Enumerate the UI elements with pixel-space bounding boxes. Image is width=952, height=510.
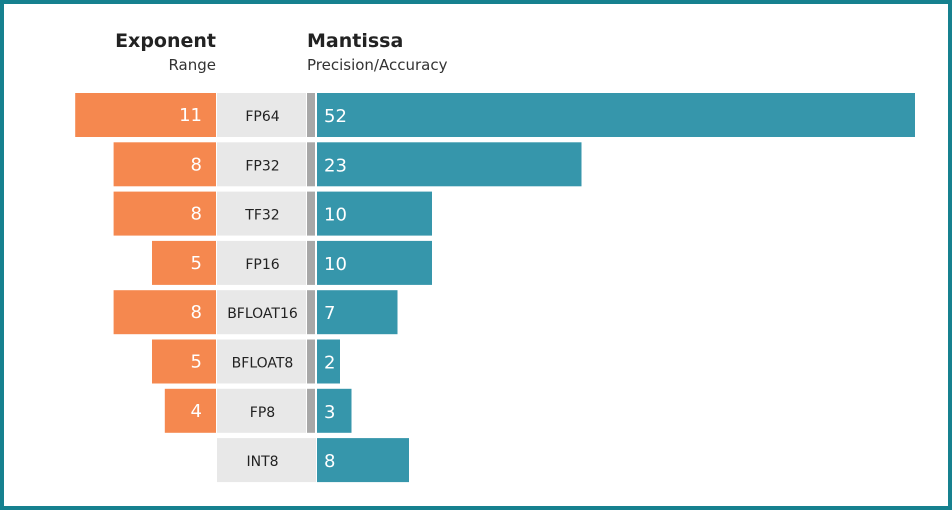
format-label-bfloat16: BFLOAT16 [227, 306, 298, 322]
format-label-box-fp16 [217, 240, 306, 285]
exponent-value-fp16: 5 [191, 253, 202, 274]
format-label-box-int8 [217, 438, 306, 483]
format-label-box-tf32 [217, 191, 306, 236]
format-label-box-bfloat8 [217, 339, 306, 384]
mantissa-value-bfloat8: 2 [324, 353, 335, 374]
sign-bit-fp64 [307, 93, 315, 137]
exponent-bar-fp32 [113, 142, 216, 187]
exponent-value-fp32: 8 [191, 154, 202, 175]
sign-bit-bfloat16 [307, 290, 315, 335]
mantissa-bar-fp32 [317, 142, 582, 187]
format-label-box-fp32 [217, 142, 306, 187]
mantissa-bar-fp16 [317, 240, 432, 285]
mantissa-bar-tf32 [317, 191, 432, 236]
format-label-fp64: FP64 [245, 109, 279, 125]
exponent-bar-fp16 [152, 240, 216, 285]
exponent-value-bfloat16: 8 [191, 302, 202, 323]
format-label-box-fp8 [217, 388, 306, 433]
mantissa-bar-fp8 [317, 388, 352, 433]
mantissa-bar-fp64 [317, 93, 915, 137]
format-label-fp16: FP16 [245, 257, 279, 273]
exponent-subtitle: Range [168, 56, 216, 74]
exponent-bar-bfloat16 [113, 290, 216, 335]
sign-bit-tf32 [307, 191, 315, 236]
format-label-box-bfloat16 [217, 290, 306, 335]
sign-bit-fp8 [307, 388, 315, 433]
mantissa-title: Mantissa [307, 30, 404, 52]
mantissa-bar-bfloat16 [317, 290, 398, 335]
exponent-bar-fp8 [164, 388, 216, 433]
mantissa-bar-bfloat8 [317, 339, 340, 384]
sign-bit-bfloat8 [307, 339, 315, 384]
mantissa-value-fp64: 52 [324, 106, 347, 127]
format-label-box-fp64 [217, 93, 306, 137]
mantissa-value-tf32: 10 [324, 205, 347, 226]
format-label-tf32: TF32 [244, 208, 279, 224]
exponent-value-fp64: 11 [179, 105, 202, 126]
mantissa-subtitle: Precision/Accuracy [307, 56, 448, 74]
sign-bit-empty-int8 [306, 438, 316, 483]
sign-bit-fp16 [307, 240, 315, 285]
mantissa-value-fp32: 23 [324, 155, 347, 176]
format-label-fp32: FP32 [245, 158, 279, 174]
exponent-title: Exponent [115, 30, 216, 52]
format-label-bfloat8: BFLOAT8 [232, 356, 294, 372]
format-label-int8: INT8 [246, 454, 278, 470]
exponent-value-bfloat8: 5 [191, 352, 202, 373]
exponent-bar-tf32 [113, 191, 216, 236]
exponent-bar-bfloat8 [152, 339, 216, 384]
mantissa-value-fp16: 10 [324, 254, 347, 275]
mantissa-value-fp8: 3 [324, 402, 335, 423]
exponent-value-fp8: 4 [191, 401, 202, 422]
format-label-fp8: FP8 [250, 405, 275, 421]
mantissa-value-bfloat16: 7 [324, 303, 335, 324]
mantissa-bar-int8 [317, 438, 409, 483]
exponent-value-tf32: 8 [191, 204, 202, 225]
mantissa-value-int8: 8 [324, 451, 335, 472]
exponent-bar-fp64 [75, 93, 216, 137]
sign-bit-fp32 [307, 142, 315, 187]
